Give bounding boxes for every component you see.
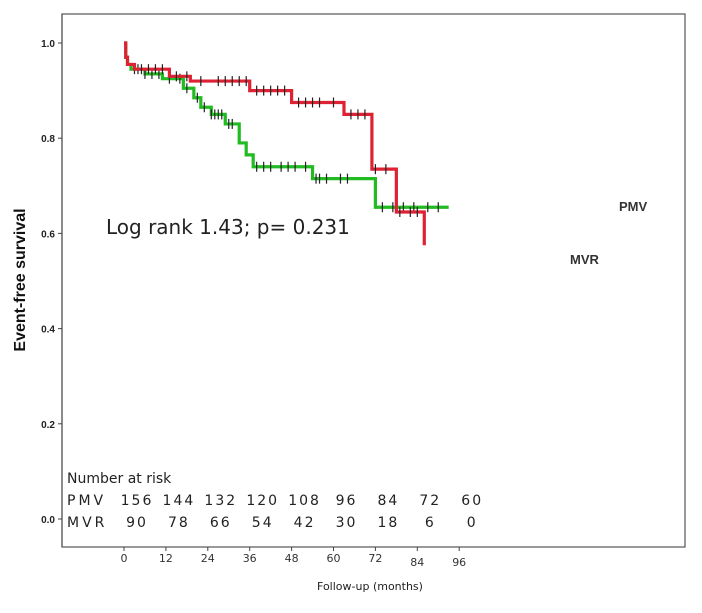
series-label-pmv: PMV — [619, 199, 648, 214]
x-tick-label: 12 — [159, 552, 173, 565]
y-tick-label: 0.2 — [41, 420, 55, 431]
plot-frame — [61, 13, 686, 548]
risk-row-label-pmv: PMV — [67, 493, 106, 509]
y-tick-label: 0.8 — [41, 134, 55, 145]
x-tick-label: 84 — [410, 556, 424, 569]
risk-value-mvr: 30 — [336, 515, 358, 531]
risk-table-title: Number at risk — [67, 471, 172, 487]
y-axis-label: Event-free survival — [12, 208, 29, 351]
series-line-mvr — [124, 41, 426, 246]
risk-value-mvr: 78 — [168, 515, 190, 531]
y-tick-label: 1.0 — [41, 39, 55, 50]
x-axis-label: Follow-up (months) — [317, 580, 423, 593]
x-tick-label: 36 — [243, 552, 257, 565]
risk-value-mvr: 0 — [467, 515, 478, 531]
risk-value-pmv: 84 — [377, 493, 399, 509]
x-tick-label: 0 — [121, 552, 128, 565]
risk-value-pmv: 60 — [461, 493, 483, 509]
risk-value-mvr: 6 — [425, 515, 436, 531]
risk-value-pmv: 108 — [288, 493, 321, 509]
risk-value-pmv: 72 — [419, 493, 441, 509]
x-tick-label: 72 — [368, 552, 382, 565]
risk-value-pmv: 144 — [163, 493, 196, 509]
risk-value-mvr: 66 — [210, 515, 232, 531]
x-tick-label: 24 — [201, 552, 215, 565]
series-layer — [124, 41, 449, 246]
y-tick-label: 0.0 — [41, 515, 55, 526]
risk-value-pmv: 156 — [121, 493, 154, 509]
risk-value-mvr: 54 — [252, 515, 274, 531]
risk-value-pmv: 120 — [246, 493, 279, 509]
risk-value-pmv: 132 — [204, 493, 237, 509]
x-tick-label: 60 — [327, 552, 341, 565]
series-label-mvr: MVR — [570, 252, 600, 267]
risk-value-mvr: 42 — [294, 515, 316, 531]
x-tick-label: 96 — [452, 556, 466, 569]
risk-value-mvr: 18 — [377, 515, 399, 531]
risk-row-label-mvr: MVR — [67, 515, 107, 531]
y-tick-label: 0.6 — [41, 229, 55, 240]
risk-value-mvr: 90 — [126, 515, 148, 531]
y-ticks: 0.0 0.2 0.4 0.6 0.8 1.0 — [41, 39, 62, 526]
risk-value-pmv: 96 — [336, 493, 358, 509]
y-tick-label: 0.4 — [41, 325, 55, 336]
x-ticks: 0 12 24 36 48 60 72 84 96 — [121, 547, 466, 569]
x-tick-label: 48 — [285, 552, 299, 565]
log-rank-annotation: Log rank 1.43; p= 0.231 — [106, 215, 350, 239]
